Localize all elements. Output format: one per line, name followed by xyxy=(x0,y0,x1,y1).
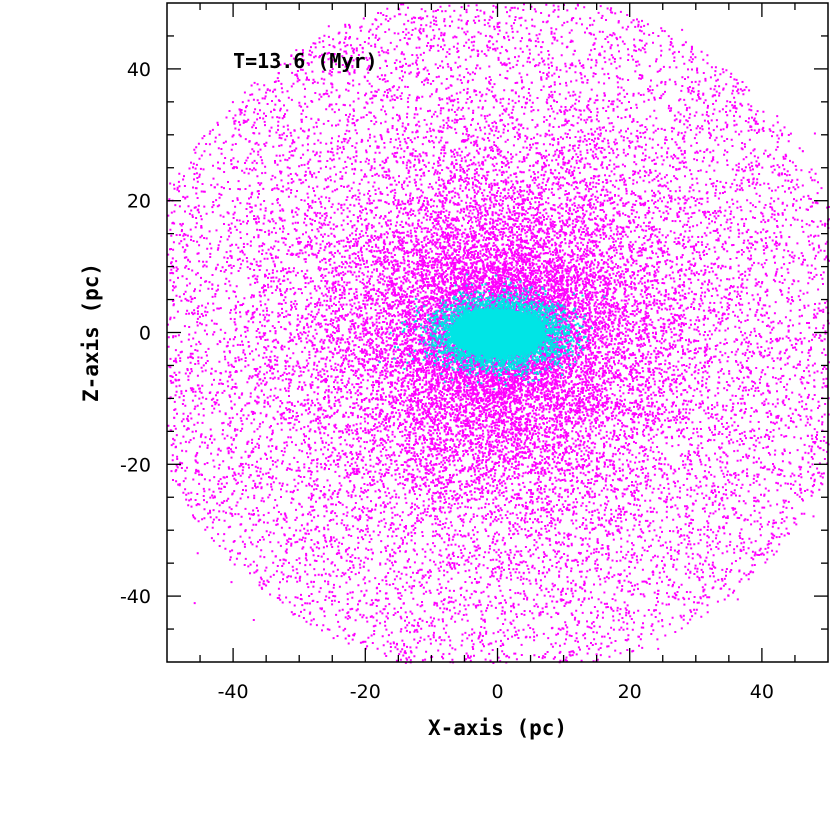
x-tick-label: 20 xyxy=(618,681,642,703)
x-tick-label: -40 xyxy=(218,681,249,703)
particle-scatter xyxy=(167,3,830,665)
time-annotation: T=13.6 (Myr) xyxy=(233,49,378,73)
y-tick-label: 0 xyxy=(139,323,151,345)
x-axis-label: X-axis (pc) xyxy=(428,716,567,740)
x-tick-label: 40 xyxy=(750,681,774,703)
axis-ticks xyxy=(167,3,828,662)
x-tick-label: -20 xyxy=(350,681,381,703)
tick-labels: -40 -20 0 20 40 -40 -20 0 20 40 xyxy=(120,59,774,703)
y-tick-label: 20 xyxy=(127,191,151,213)
x-tick-label: 0 xyxy=(491,681,503,703)
y-tick-label: -40 xyxy=(120,586,151,608)
cyan-particles xyxy=(378,273,606,390)
y-tick-label: 40 xyxy=(127,59,151,81)
y-tick-label: -20 xyxy=(120,454,151,476)
y-axis-label: Z-axis (pc) xyxy=(79,263,103,402)
